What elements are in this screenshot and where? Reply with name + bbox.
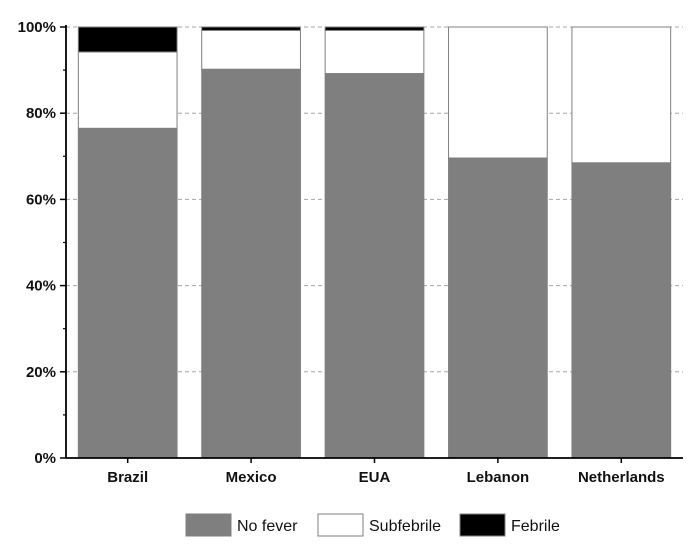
legend-label: No fever: [237, 518, 298, 535]
x-tick-label: Netherlands: [578, 469, 665, 486]
bar-segment-subfebrile: [201, 29, 301, 70]
bar-segment-febrile: [324, 26, 425, 31]
bar-segment-subfebrile: [324, 29, 425, 75]
legend-label: Subfebrile: [369, 518, 441, 535]
legend-label: Febrile: [511, 518, 560, 535]
bars: [77, 26, 672, 459]
bar-segment-subfebrile: [448, 26, 548, 159]
legend-item: No fever: [185, 513, 298, 537]
x-tick-label: Lebanon: [467, 469, 530, 486]
bar-segment-no-fever: [77, 127, 178, 459]
legend-item: Subfebrile: [317, 513, 441, 537]
y-tick-label: 60%: [26, 191, 56, 208]
x-tick-label: Mexico: [226, 469, 277, 486]
bar-segment-no-fever: [201, 68, 301, 459]
bar-segment-febrile: [201, 26, 301, 31]
bar-segment-subfebrile: [571, 26, 672, 164]
x-tick-label: EUA: [359, 469, 391, 486]
bar-segment-no-fever: [324, 73, 425, 459]
legend: No fever Subfebrile Febrile: [185, 513, 560, 537]
y-tick-label: 0%: [34, 450, 56, 467]
x-tick-label: Brazil: [107, 469, 148, 486]
axes: [60, 25, 683, 463]
bar-segment-no-fever: [571, 162, 672, 459]
tick-labels: 0% 20% 40% 60% 80% 100% Brazil Mexico EUA Lebanon…: [18, 19, 665, 486]
bar-segment-no-fever: [448, 157, 548, 459]
y-tick-label: 20%: [26, 364, 56, 381]
bar-segment-febrile: [77, 26, 178, 53]
legend-item: Febrile: [459, 513, 560, 537]
y-tick-label: 100%: [18, 19, 56, 36]
legend-swatch: [317, 513, 364, 537]
bar-segment-subfebrile: [77, 51, 178, 129]
y-tick-label: 80%: [26, 105, 56, 122]
legend-swatch: [185, 513, 232, 537]
y-tick-label: 40%: [26, 278, 56, 295]
legend-swatch: [459, 513, 506, 537]
